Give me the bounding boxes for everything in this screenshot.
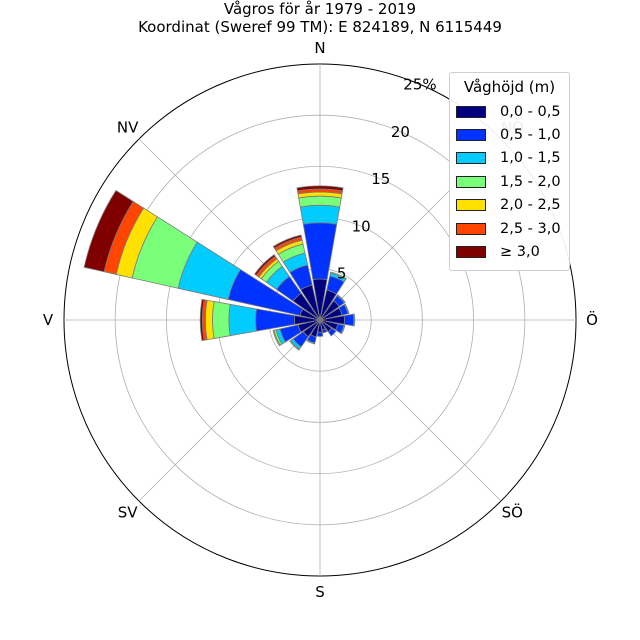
bar-segment — [316, 331, 324, 337]
radial-tick-label: 25% — [403, 75, 436, 93]
legend-item: 0,0 - 0,5 — [456, 100, 563, 123]
legend-item: 2,5 - 3,0 — [456, 217, 563, 240]
direction-label: NV — [117, 119, 139, 137]
radial-tick-label: 15 — [371, 170, 390, 188]
direction-label: S — [315, 583, 325, 601]
bar-segment — [321, 328, 328, 334]
bar-segment — [199, 298, 205, 342]
radial-tick-labels: 5 10 15 20 25% — [337, 75, 437, 282]
legend-swatch — [456, 105, 486, 118]
grid-spoke — [319, 319, 502, 502]
direction-label: SV — [118, 503, 139, 521]
bar-segment — [340, 324, 346, 335]
bar-segment — [83, 189, 134, 273]
legend-swatch — [456, 199, 486, 212]
legend-label: 2,5 - 3,0 — [500, 220, 561, 237]
legend-label: ≥ 3,0 — [500, 244, 540, 261]
chart-titles: Vågros för år 1979 - 2019 Koordinat (Swe… — [0, 0, 640, 36]
legend: Våghöjd (m) 0,0 - 0,5 0,5 - 1,0 1,0 - 1,5 1… — [449, 72, 570, 271]
legend-label: 0,0 - 0,5 — [500, 103, 561, 120]
direction-label: Ö — [586, 310, 598, 329]
legend-label: 0,5 - 1,0 — [500, 127, 561, 144]
chart-subtitle: Koordinat (Sweref 99 TM): E 824189, N 61… — [138, 18, 502, 36]
legend-title: Våghöjd (m) — [463, 78, 556, 96]
radial-tick-label: 5 — [337, 265, 347, 283]
bar-segment — [272, 234, 302, 249]
legend-swatch — [456, 175, 486, 188]
grid-spoke — [138, 319, 321, 502]
bar-segment — [296, 185, 344, 192]
chart-title: Vågros för år 1979 - 2019 — [223, 0, 417, 18]
legend-item: 1,0 - 1,5 — [456, 147, 563, 170]
bar-segment — [254, 254, 276, 276]
legend-swatch — [456, 129, 486, 142]
radial-tick-label: 10 — [352, 217, 371, 235]
legend-label: 1,5 - 2,0 — [500, 173, 561, 190]
legend-label: 2,0 - 2,5 — [500, 197, 561, 214]
bar-segment — [336, 294, 346, 304]
bar-segment — [289, 340, 300, 351]
bar-segment — [204, 299, 215, 341]
bar-segment — [298, 195, 342, 208]
bar-segment — [228, 303, 257, 337]
bar-segment — [330, 271, 347, 280]
radial-tick-label: 20 — [391, 123, 410, 141]
direction-label: V — [43, 311, 54, 329]
bar-segment — [272, 329, 281, 347]
legend-swatch — [456, 246, 486, 259]
direction-label: SÖ — [502, 502, 523, 521]
bar-segment — [343, 313, 355, 327]
legend-item: 0,5 - 1,0 — [456, 123, 563, 146]
legend-item: ≥ 3,0 — [456, 240, 563, 263]
direction-label: N — [314, 39, 325, 57]
bar-segment — [212, 301, 231, 339]
bar-segment — [306, 339, 316, 345]
bar-segment — [352, 313, 356, 327]
bars — [83, 185, 356, 351]
legend-label: 1,0 - 1,5 — [500, 150, 561, 167]
legend-swatch — [456, 152, 486, 165]
bar-segment — [327, 327, 337, 337]
bar-segment — [299, 204, 341, 225]
bar-segment — [343, 303, 350, 315]
legend-item: 1,5 - 2,0 — [456, 170, 563, 193]
legend-item: 2,0 - 2,5 — [456, 194, 563, 217]
legend-swatch — [456, 222, 486, 235]
